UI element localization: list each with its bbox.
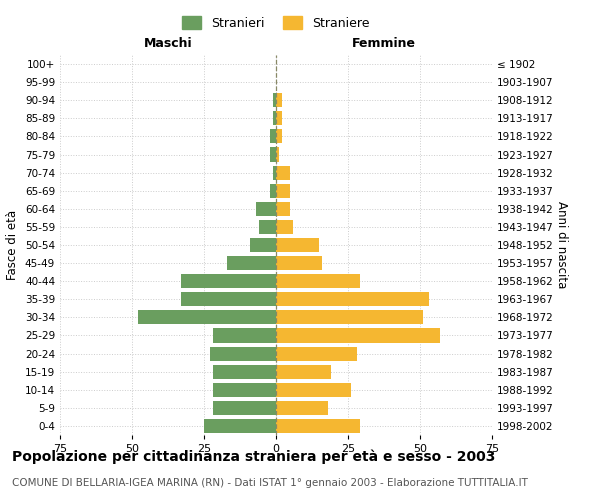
Bar: [276, 202, 290, 216]
Text: COMUNE DI BELLARIA-IGEA MARINA (RN) - Dati ISTAT 1° gennaio 2003 - Elaborazione : COMUNE DI BELLARIA-IGEA MARINA (RN) - Da…: [12, 478, 528, 488]
Bar: [273, 166, 276, 179]
Bar: [256, 202, 276, 216]
Bar: [212, 382, 276, 397]
Bar: [250, 238, 276, 252]
Bar: [276, 184, 290, 198]
Bar: [276, 256, 322, 270]
Bar: [204, 419, 276, 433]
Bar: [276, 364, 331, 378]
Bar: [276, 93, 282, 108]
Bar: [270, 184, 276, 198]
Bar: [276, 382, 351, 397]
Bar: [212, 364, 276, 378]
Bar: [276, 328, 440, 342]
Text: Femmine: Femmine: [352, 36, 416, 50]
Bar: [270, 130, 276, 143]
Bar: [138, 310, 276, 324]
Bar: [276, 112, 282, 126]
Bar: [276, 310, 423, 324]
Bar: [259, 220, 276, 234]
Bar: [276, 130, 282, 143]
Bar: [270, 148, 276, 162]
Bar: [210, 346, 276, 360]
Bar: [273, 93, 276, 108]
Bar: [212, 401, 276, 415]
Bar: [276, 166, 290, 179]
Bar: [276, 220, 293, 234]
Bar: [181, 274, 276, 288]
Bar: [227, 256, 276, 270]
Bar: [181, 292, 276, 306]
Bar: [212, 328, 276, 342]
Legend: Stranieri, Straniere: Stranieri, Straniere: [178, 11, 374, 35]
Bar: [276, 401, 328, 415]
Bar: [276, 419, 359, 433]
Y-axis label: Anni di nascita: Anni di nascita: [554, 202, 568, 288]
Bar: [276, 274, 359, 288]
Y-axis label: Fasce di età: Fasce di età: [7, 210, 19, 280]
Text: Maschi: Maschi: [143, 36, 193, 50]
Bar: [276, 346, 356, 360]
Bar: [276, 292, 428, 306]
Bar: [276, 238, 319, 252]
Bar: [276, 148, 279, 162]
Bar: [273, 112, 276, 126]
Text: Popolazione per cittadinanza straniera per età e sesso - 2003: Popolazione per cittadinanza straniera p…: [12, 450, 496, 464]
